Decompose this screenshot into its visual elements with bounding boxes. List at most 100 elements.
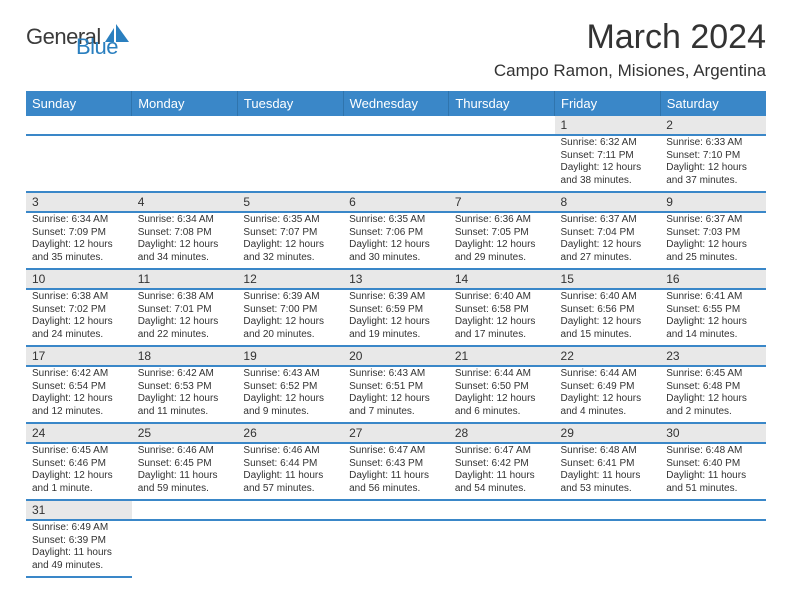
sunrise-line: Sunrise: 6:47 AM [455,445,549,458]
daylight-line-1: Daylight: 12 hours [32,393,126,406]
col-sunday: Sunday [26,91,132,116]
info-row: Sunrise: 6:45 AMSunset: 6:46 PMDaylight:… [26,443,766,500]
sunrise-line: Sunrise: 6:44 AM [561,368,655,381]
info-row: Sunrise: 6:42 AMSunset: 6:54 PMDaylight:… [26,366,766,423]
empty-cell [660,500,766,520]
day-info-cell: Sunrise: 6:38 AMSunset: 7:02 PMDaylight:… [26,289,132,346]
sunrise-line: Sunrise: 6:40 AM [455,291,549,304]
day-info: Sunrise: 6:45 AMSunset: 6:48 PMDaylight:… [660,367,766,422]
day-info: Sunrise: 6:40 AMSunset: 6:58 PMDaylight:… [449,290,555,345]
day-number-cell: 2 [660,116,766,135]
daylight-line-2: and 17 minutes. [455,329,549,342]
day-number: 14 [449,270,555,288]
sunrise-line: Sunrise: 6:35 AM [243,214,337,227]
day-info-cell: Sunrise: 6:36 AMSunset: 7:05 PMDaylight:… [449,212,555,269]
sunrise-line: Sunrise: 6:41 AM [666,291,760,304]
sunrise-line: Sunrise: 6:40 AM [561,291,655,304]
sunrise-line: Sunrise: 6:34 AM [138,214,232,227]
daylight-line-1: Daylight: 12 hours [32,470,126,483]
day-info-cell: Sunrise: 6:34 AMSunset: 7:08 PMDaylight:… [132,212,238,269]
logo: General Blue [26,18,131,57]
day-info: Sunrise: 6:35 AMSunset: 7:07 PMDaylight:… [237,213,343,268]
day-info: Sunrise: 6:38 AMSunset: 7:01 PMDaylight:… [132,290,238,345]
daylight-line-2: and 27 minutes. [561,252,655,265]
day-number-cell: 6 [343,192,449,212]
day-number: 1 [555,116,661,134]
day-info: Sunrise: 6:49 AMSunset: 6:39 PMDaylight:… [26,521,132,576]
day-number: 29 [555,424,661,442]
sunrise-line: Sunrise: 6:37 AM [666,214,760,227]
daylight-line-2: and 32 minutes. [243,252,337,265]
empty-cell [237,500,343,520]
day-info: Sunrise: 6:34 AMSunset: 7:08 PMDaylight:… [132,213,238,268]
day-info: Sunrise: 6:34 AMSunset: 7:09 PMDaylight:… [26,213,132,268]
daylight-line-2: and 34 minutes. [138,252,232,265]
day-info: Sunrise: 6:40 AMSunset: 6:56 PMDaylight:… [555,290,661,345]
sunset-line: Sunset: 6:45 PM [138,458,232,471]
daylight-line-1: Daylight: 12 hours [32,239,126,252]
day-info: Sunrise: 6:47 AMSunset: 6:42 PMDaylight:… [449,444,555,499]
day-number: 9 [660,193,766,211]
daylight-line-1: Daylight: 12 hours [666,162,760,175]
day-info: Sunrise: 6:43 AMSunset: 6:52 PMDaylight:… [237,367,343,422]
day-info: Sunrise: 6:37 AMSunset: 7:04 PMDaylight:… [555,213,661,268]
daylight-line-2: and 12 minutes. [32,406,126,419]
info-row: Sunrise: 6:38 AMSunset: 7:02 PMDaylight:… [26,289,766,346]
day-info-cell: Sunrise: 6:32 AMSunset: 7:11 PMDaylight:… [555,135,661,192]
daylight-line-2: and 19 minutes. [349,329,443,342]
empty-cell [132,116,238,135]
day-info: Sunrise: 6:43 AMSunset: 6:51 PMDaylight:… [343,367,449,422]
day-number: 16 [660,270,766,288]
sunset-line: Sunset: 6:39 PM [32,535,126,548]
header: General Blue March 2024 Campo Ramon, Mis… [26,18,766,81]
daylight-line-2: and 56 minutes. [349,483,443,496]
day-info-cell: Sunrise: 6:42 AMSunset: 6:53 PMDaylight:… [132,366,238,423]
sunrise-line: Sunrise: 6:42 AM [32,368,126,381]
day-number-cell: 30 [660,423,766,443]
day-number: 18 [132,347,238,365]
day-number-cell: 12 [237,269,343,289]
sunset-line: Sunset: 6:50 PM [455,381,549,394]
day-number: 6 [343,193,449,211]
sunrise-line: Sunrise: 6:49 AM [32,522,126,535]
daylight-line-2: and 37 minutes. [666,175,760,188]
daylight-line-2: and 6 minutes. [455,406,549,419]
daylight-line-2: and 29 minutes. [455,252,549,265]
col-wednesday: Wednesday [343,91,449,116]
empty-cell [343,116,449,135]
sunset-line: Sunset: 7:10 PM [666,150,760,163]
day-info-cell: Sunrise: 6:43 AMSunset: 6:52 PMDaylight:… [237,366,343,423]
day-info: Sunrise: 6:46 AMSunset: 6:44 PMDaylight:… [237,444,343,499]
sunrise-line: Sunrise: 6:48 AM [561,445,655,458]
day-number: 10 [26,270,132,288]
day-info-cell: Sunrise: 6:44 AMSunset: 6:49 PMDaylight:… [555,366,661,423]
sunrise-line: Sunrise: 6:35 AM [349,214,443,227]
daylight-line-1: Daylight: 11 hours [561,470,655,483]
day-info-cell: Sunrise: 6:47 AMSunset: 6:43 PMDaylight:… [343,443,449,500]
daylight-line-1: Daylight: 12 hours [243,239,337,252]
daylight-line-1: Daylight: 12 hours [561,162,655,175]
day-number-cell: 9 [660,192,766,212]
daylight-line-1: Daylight: 12 hours [455,316,549,329]
daylight-line-1: Daylight: 12 hours [138,239,232,252]
daylight-line-1: Daylight: 11 hours [666,470,760,483]
sunrise-line: Sunrise: 6:42 AM [138,368,232,381]
sunrise-line: Sunrise: 6:46 AM [138,445,232,458]
sunset-line: Sunset: 6:44 PM [243,458,337,471]
daynum-row: 31 [26,500,766,520]
day-info: Sunrise: 6:39 AMSunset: 6:59 PMDaylight:… [343,290,449,345]
sunset-line: Sunset: 6:59 PM [349,304,443,317]
empty-cell [132,500,238,520]
empty-cell [237,116,343,135]
day-info-cell: Sunrise: 6:39 AMSunset: 6:59 PMDaylight:… [343,289,449,346]
sunrise-line: Sunrise: 6:39 AM [243,291,337,304]
day-info-cell: Sunrise: 6:37 AMSunset: 7:04 PMDaylight:… [555,212,661,269]
day-number-cell: 21 [449,346,555,366]
daylight-line-1: Daylight: 12 hours [243,393,337,406]
empty-cell [449,520,555,577]
sunrise-line: Sunrise: 6:34 AM [32,214,126,227]
daylight-line-1: Daylight: 12 hours [666,393,760,406]
day-info: Sunrise: 6:33 AMSunset: 7:10 PMDaylight:… [660,136,766,191]
day-number-cell: 28 [449,423,555,443]
daylight-line-2: and 49 minutes. [32,560,126,573]
